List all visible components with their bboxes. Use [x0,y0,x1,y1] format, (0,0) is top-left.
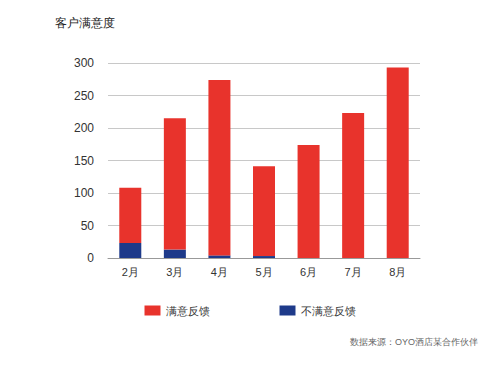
svg-text:客户满意度: 客户满意度 [55,16,115,30]
svg-text:5月: 5月 [255,266,272,278]
svg-text:4月: 4月 [211,266,228,278]
svg-text:3月: 3月 [166,266,183,278]
svg-text:100: 100 [74,186,94,200]
svg-text:6月: 6月 [300,266,317,278]
svg-text:300: 300 [74,56,94,70]
svg-text:50: 50 [81,219,95,233]
svg-text:150: 150 [74,154,94,168]
svg-text:满意反馈: 满意反馈 [166,305,210,317]
svg-text:200: 200 [74,121,94,135]
svg-text:8月: 8月 [389,266,406,278]
svg-text:不满意反馈: 不满意反馈 [301,305,356,317]
svg-text:7月: 7月 [345,266,362,278]
svg-text:0: 0 [87,251,94,265]
svg-text:数据来源：OYO酒店某合作伙伴: 数据来源：OYO酒店某合作伙伴 [350,337,478,347]
svg-text:250: 250 [74,89,94,103]
svg-text:2月: 2月 [122,266,139,278]
